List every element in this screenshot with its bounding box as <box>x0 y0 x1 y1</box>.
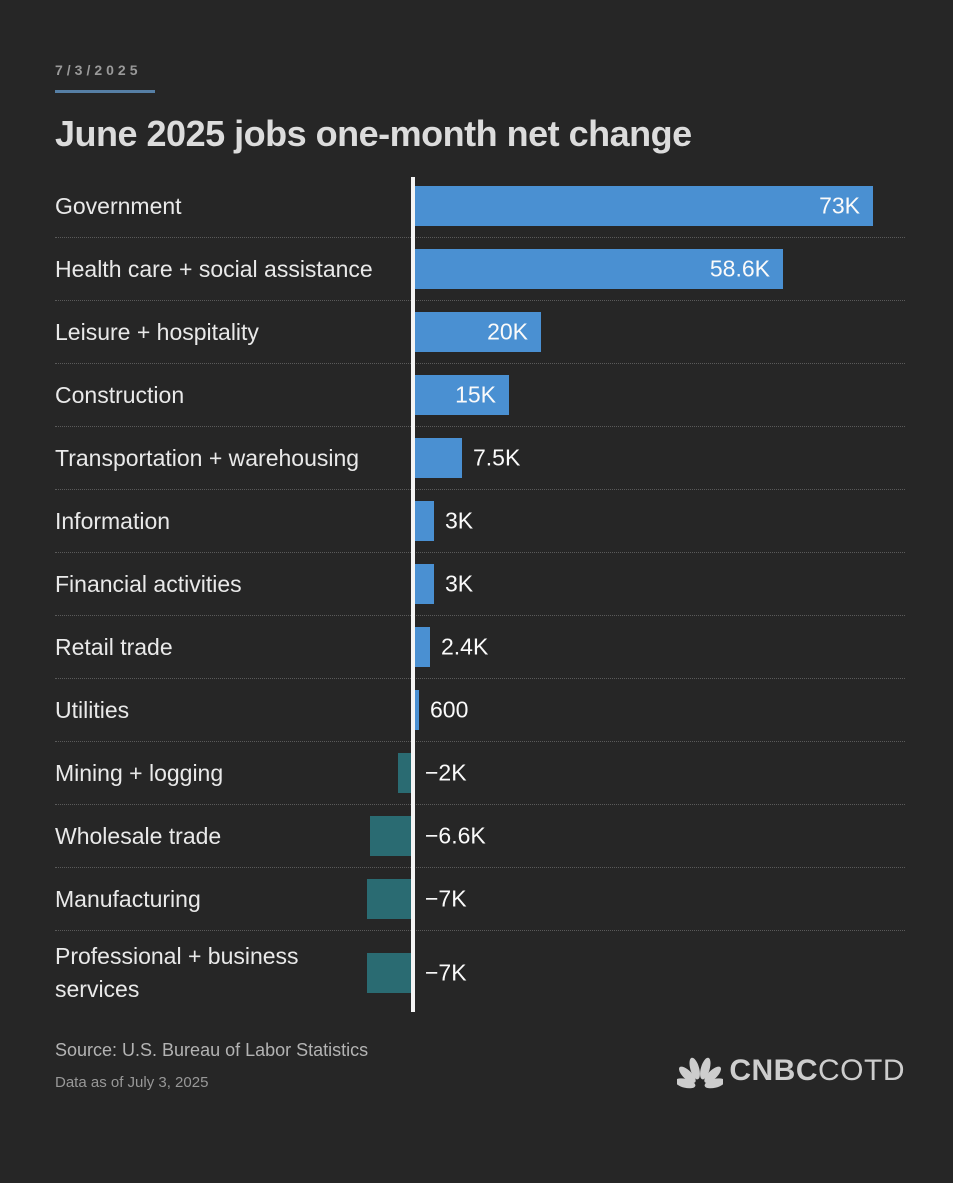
bar-positive <box>415 690 419 730</box>
chart-row: Retail trade 2.4K <box>55 616 905 679</box>
bar-positive <box>415 627 430 667</box>
bar-positive <box>415 438 462 478</box>
chart-row: Leisure + hospitality 20K <box>55 301 905 364</box>
chart-row: Construction 15K <box>55 364 905 427</box>
bar-negative <box>370 816 411 856</box>
value-label: −2K <box>425 759 467 786</box>
value-label: 2.4K <box>441 633 489 660</box>
category-label: Information <box>55 507 171 534</box>
value-label: 3K <box>445 570 474 597</box>
logo-text: CNBCCOTD <box>729 1054 905 1088</box>
chart-row: Transportation + warehousing 7.5K <box>55 427 905 490</box>
category-label: Wholesale trade <box>55 822 222 849</box>
category-label: Financial activities <box>55 570 242 597</box>
value-label: 7.5K <box>473 444 521 471</box>
bar-negative <box>367 952 411 993</box>
category-label: Manufacturing <box>55 885 201 912</box>
bar-positive <box>415 312 541 352</box>
category-label: Retail trade <box>55 633 173 660</box>
source-text: Source: U.S. Bureau of Labor Statistics <box>55 1040 369 1061</box>
value-label: −7K <box>425 959 467 986</box>
as-of-text: Data as of July 3, 2025 <box>55 1074 209 1092</box>
zero-axis-line <box>411 177 415 1013</box>
chart-row: Health care + social assistance 58.6K <box>55 238 905 301</box>
date-label: 7/3/2025 <box>55 62 142 78</box>
bar-positive <box>415 249 783 289</box>
cnbc-cotd-logo: CNBCCOTD <box>677 1051 905 1091</box>
category-label: Government <box>55 192 182 219</box>
category-label: Health care + social assistance <box>55 255 373 282</box>
value-label: 58.6K <box>709 255 770 282</box>
logo-brand: CNBC <box>729 1054 818 1088</box>
category-label: Construction <box>55 381 185 408</box>
bar-positive <box>415 501 434 541</box>
value-label: −7K <box>425 885 467 912</box>
bar-positive <box>415 186 873 226</box>
chart-row: Wholesale trade −6.6K <box>55 805 905 868</box>
footer: Source: U.S. Bureau of Labor Statistics … <box>55 1040 905 1091</box>
value-label: 600 <box>430 696 469 723</box>
value-label: 3K <box>445 507 474 534</box>
page-title: June 2025 jobs one-month net change <box>55 113 692 154</box>
bar-positive <box>415 564 434 604</box>
date-underline <box>55 90 155 93</box>
value-label: 15K <box>455 381 496 408</box>
bar-chart: Government 73K Health care + social assist… <box>55 175 905 1014</box>
category-label: Leisure + hospitality <box>55 318 259 345</box>
chart-row: Manufacturing −7K <box>55 868 905 931</box>
logo-product: COTD <box>818 1054 905 1088</box>
chart-row: Information 3K <box>55 490 905 553</box>
category-label: Transportation + warehousing <box>55 444 360 471</box>
bar-negative <box>398 753 411 793</box>
chart-row: Government 73K <box>55 175 905 238</box>
chart-row: Professional + business services −7K <box>55 931 905 1014</box>
nbc-peacock-icon <box>677 1058 724 1089</box>
source-block: Source: U.S. Bureau of Labor Statistics … <box>55 1040 368 1091</box>
bar-negative <box>367 879 411 919</box>
category-label: Professional + business services <box>55 943 299 1002</box>
bar-positive <box>415 375 509 415</box>
chart-row: Utilities 600 <box>55 679 905 742</box>
value-label: 73K <box>819 192 860 219</box>
value-label: −6.6K <box>425 822 486 849</box>
chart-row: Financial activities 3K <box>55 553 905 616</box>
chart-row: Mining + logging −2K <box>55 742 905 805</box>
value-label: 20K <box>487 318 528 345</box>
category-label: Utilities <box>55 696 130 723</box>
category-label: Mining + logging <box>55 759 224 786</box>
